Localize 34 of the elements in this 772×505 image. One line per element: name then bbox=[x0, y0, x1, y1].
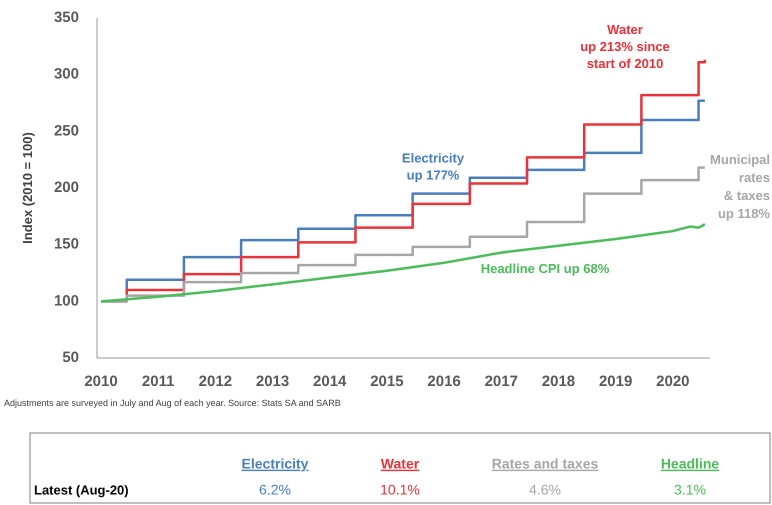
x-tick-label: 2014 bbox=[313, 373, 348, 390]
x-tick-label: 2019 bbox=[598, 373, 632, 390]
y-tick-label: 50 bbox=[62, 348, 79, 366]
x-tick-label: 2018 bbox=[542, 373, 576, 390]
annotation: Electricity up 177% bbox=[402, 150, 465, 183]
text: Latest (Aug-20) bbox=[34, 482, 129, 498]
y-tick-label: 100 bbox=[54, 292, 79, 310]
y-tick-label: 250 bbox=[54, 122, 79, 140]
text: 3.1% bbox=[674, 482, 706, 498]
text: Adjustments are surveyed in July and Aug of each year. Source: Stats SA and SARB bbox=[4, 398, 341, 408]
text: Rates and taxes bbox=[492, 456, 599, 472]
text: Municipal rates & taxes up 118% bbox=[710, 152, 770, 222]
x-tick-label: 2016 bbox=[427, 373, 461, 390]
y-tick-label: 150 bbox=[54, 236, 79, 253]
text: Water bbox=[380, 456, 420, 472]
annotation: Headline CPI up 68% bbox=[480, 261, 610, 276]
x-tick-label: 2013 bbox=[256, 373, 290, 390]
text: Headline bbox=[660, 456, 720, 472]
y-tick-label: 300 bbox=[54, 66, 79, 83]
y-axis-title: Index (2010 = 100) bbox=[20, 132, 35, 244]
x-tick-label: 2010 bbox=[84, 373, 118, 390]
text: 4.6% bbox=[529, 482, 561, 498]
text: 10.1% bbox=[380, 482, 420, 498]
x-tick-label: 2011 bbox=[142, 373, 174, 390]
text: Electricity bbox=[242, 456, 309, 472]
x-tick-label: 2015 bbox=[370, 373, 404, 390]
y-tick-label: 350 bbox=[54, 8, 79, 26]
x-tick-label: 2020 bbox=[656, 373, 690, 390]
annotation: Water up 213% since start of 2010 bbox=[580, 22, 670, 72]
x-tick-label: 2012 bbox=[198, 373, 232, 390]
line-series bbox=[100, 223, 706, 303]
y-tick-label: 200 bbox=[54, 178, 79, 196]
text: 6.2% bbox=[259, 482, 291, 498]
x-tick-label: 2017 bbox=[484, 373, 518, 390]
